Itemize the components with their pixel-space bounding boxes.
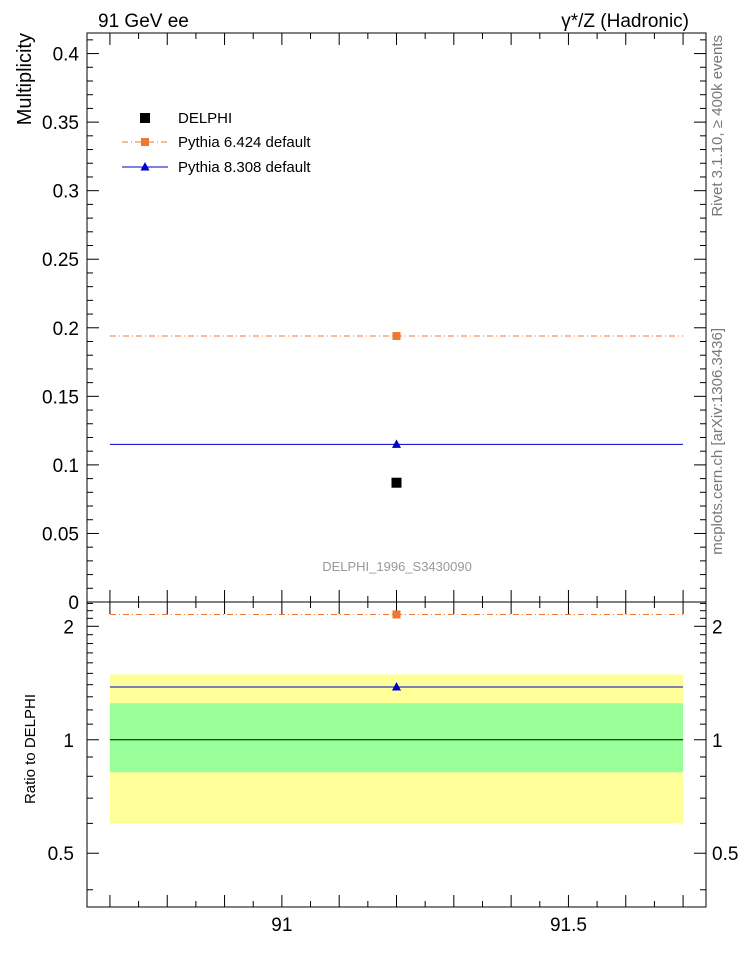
y-tick-label: 0.25	[42, 250, 79, 271]
series-pythia8	[109, 439, 684, 448]
ratio-series-pythia6	[109, 610, 684, 619]
main-panel: 0 0.05 0.1 0.15 0.2 0.25 0.3 0.35 0.4 Multiplici…	[14, 32, 707, 614]
main-series	[109, 332, 684, 488]
ratio-panel: 0.5 0.5 1 1 2 2 91 91.5 Ratio to DELPHI	[22, 601, 738, 936]
ratio-y-tick-label: 2	[63, 617, 74, 638]
y-axis-label: Multiplicity	[14, 33, 36, 125]
y-tick-label: 0.2	[53, 319, 79, 340]
legend-label: Pythia 8.308 default	[178, 159, 311, 176]
series-pythia6	[109, 332, 684, 341]
x-tick-label: 91	[271, 915, 292, 936]
legend-marker	[141, 138, 149, 146]
y-tick-label: 0.1	[53, 456, 79, 477]
data-point	[391, 477, 402, 488]
ratio-y-tick-label-right: 2	[712, 617, 723, 638]
legend-label: Pythia 6.424 default	[178, 134, 311, 151]
main-y-ticks: 0 0.05 0.1 0.15 0.2 0.25 0.3 0.35 0.4	[42, 39, 706, 614]
ratio-x-ticks: 91 91.5	[109, 602, 684, 936]
ratio-y-tick-label-right: 1	[712, 731, 723, 752]
legend-label: DELPHI	[178, 110, 232, 127]
y-tick-label: 0.3	[53, 182, 79, 203]
y-tick-label: 0.4	[53, 45, 80, 66]
pythia8-point	[392, 439, 401, 448]
process-label: γ*/Z (Hadronic)	[561, 11, 689, 32]
legend-item-pythia8: Pythia 8.308 default	[122, 159, 311, 176]
ratio-band-inner	[109, 703, 684, 773]
energy-label: 91 GeV ee	[98, 11, 189, 32]
ratio-series-pythia8	[109, 682, 684, 691]
legend: DELPHI Pythia 6.424 default Pythia 8.308 d…	[122, 110, 311, 176]
rivet-version-label: Rivet 3.1.10, ≥ 400k events	[709, 35, 726, 217]
pythia8-ratio-point	[392, 682, 401, 691]
ratio-y-tick-label: 1	[63, 731, 74, 752]
y-tick-label: 0.15	[42, 387, 79, 408]
analysis-watermark: DELPHI_1996_S3430090	[322, 559, 472, 574]
y-tick-label: 0	[68, 593, 79, 614]
ratio-y-tick-label: 0.5	[48, 844, 74, 865]
series-data	[391, 477, 402, 488]
mcplots-label: mcplots.cern.ch [arXiv:1306.3436]	[709, 328, 726, 555]
main-x-ticks	[109, 33, 684, 602]
x-tick-label: 91.5	[550, 915, 587, 936]
y-tick-label: 0.05	[42, 524, 79, 545]
ratio-bands	[109, 674, 684, 824]
legend-marker	[140, 113, 150, 123]
pythia6-point	[392, 332, 401, 341]
legend-item-pythia6: Pythia 6.424 default	[122, 134, 311, 151]
legend-item-data: DELPHI	[140, 110, 232, 127]
ratio-series	[109, 610, 684, 691]
ratio-y-ticks: 0.5 0.5 1 1 2 2	[48, 602, 738, 891]
pythia6-ratio-point	[392, 610, 401, 619]
ratio-y-tick-label-right: 0.5	[712, 844, 738, 865]
ratio-y-axis-label: Ratio to DELPHI	[22, 694, 39, 804]
legend-marker	[140, 162, 150, 171]
y-tick-label: 0.35	[42, 113, 79, 134]
